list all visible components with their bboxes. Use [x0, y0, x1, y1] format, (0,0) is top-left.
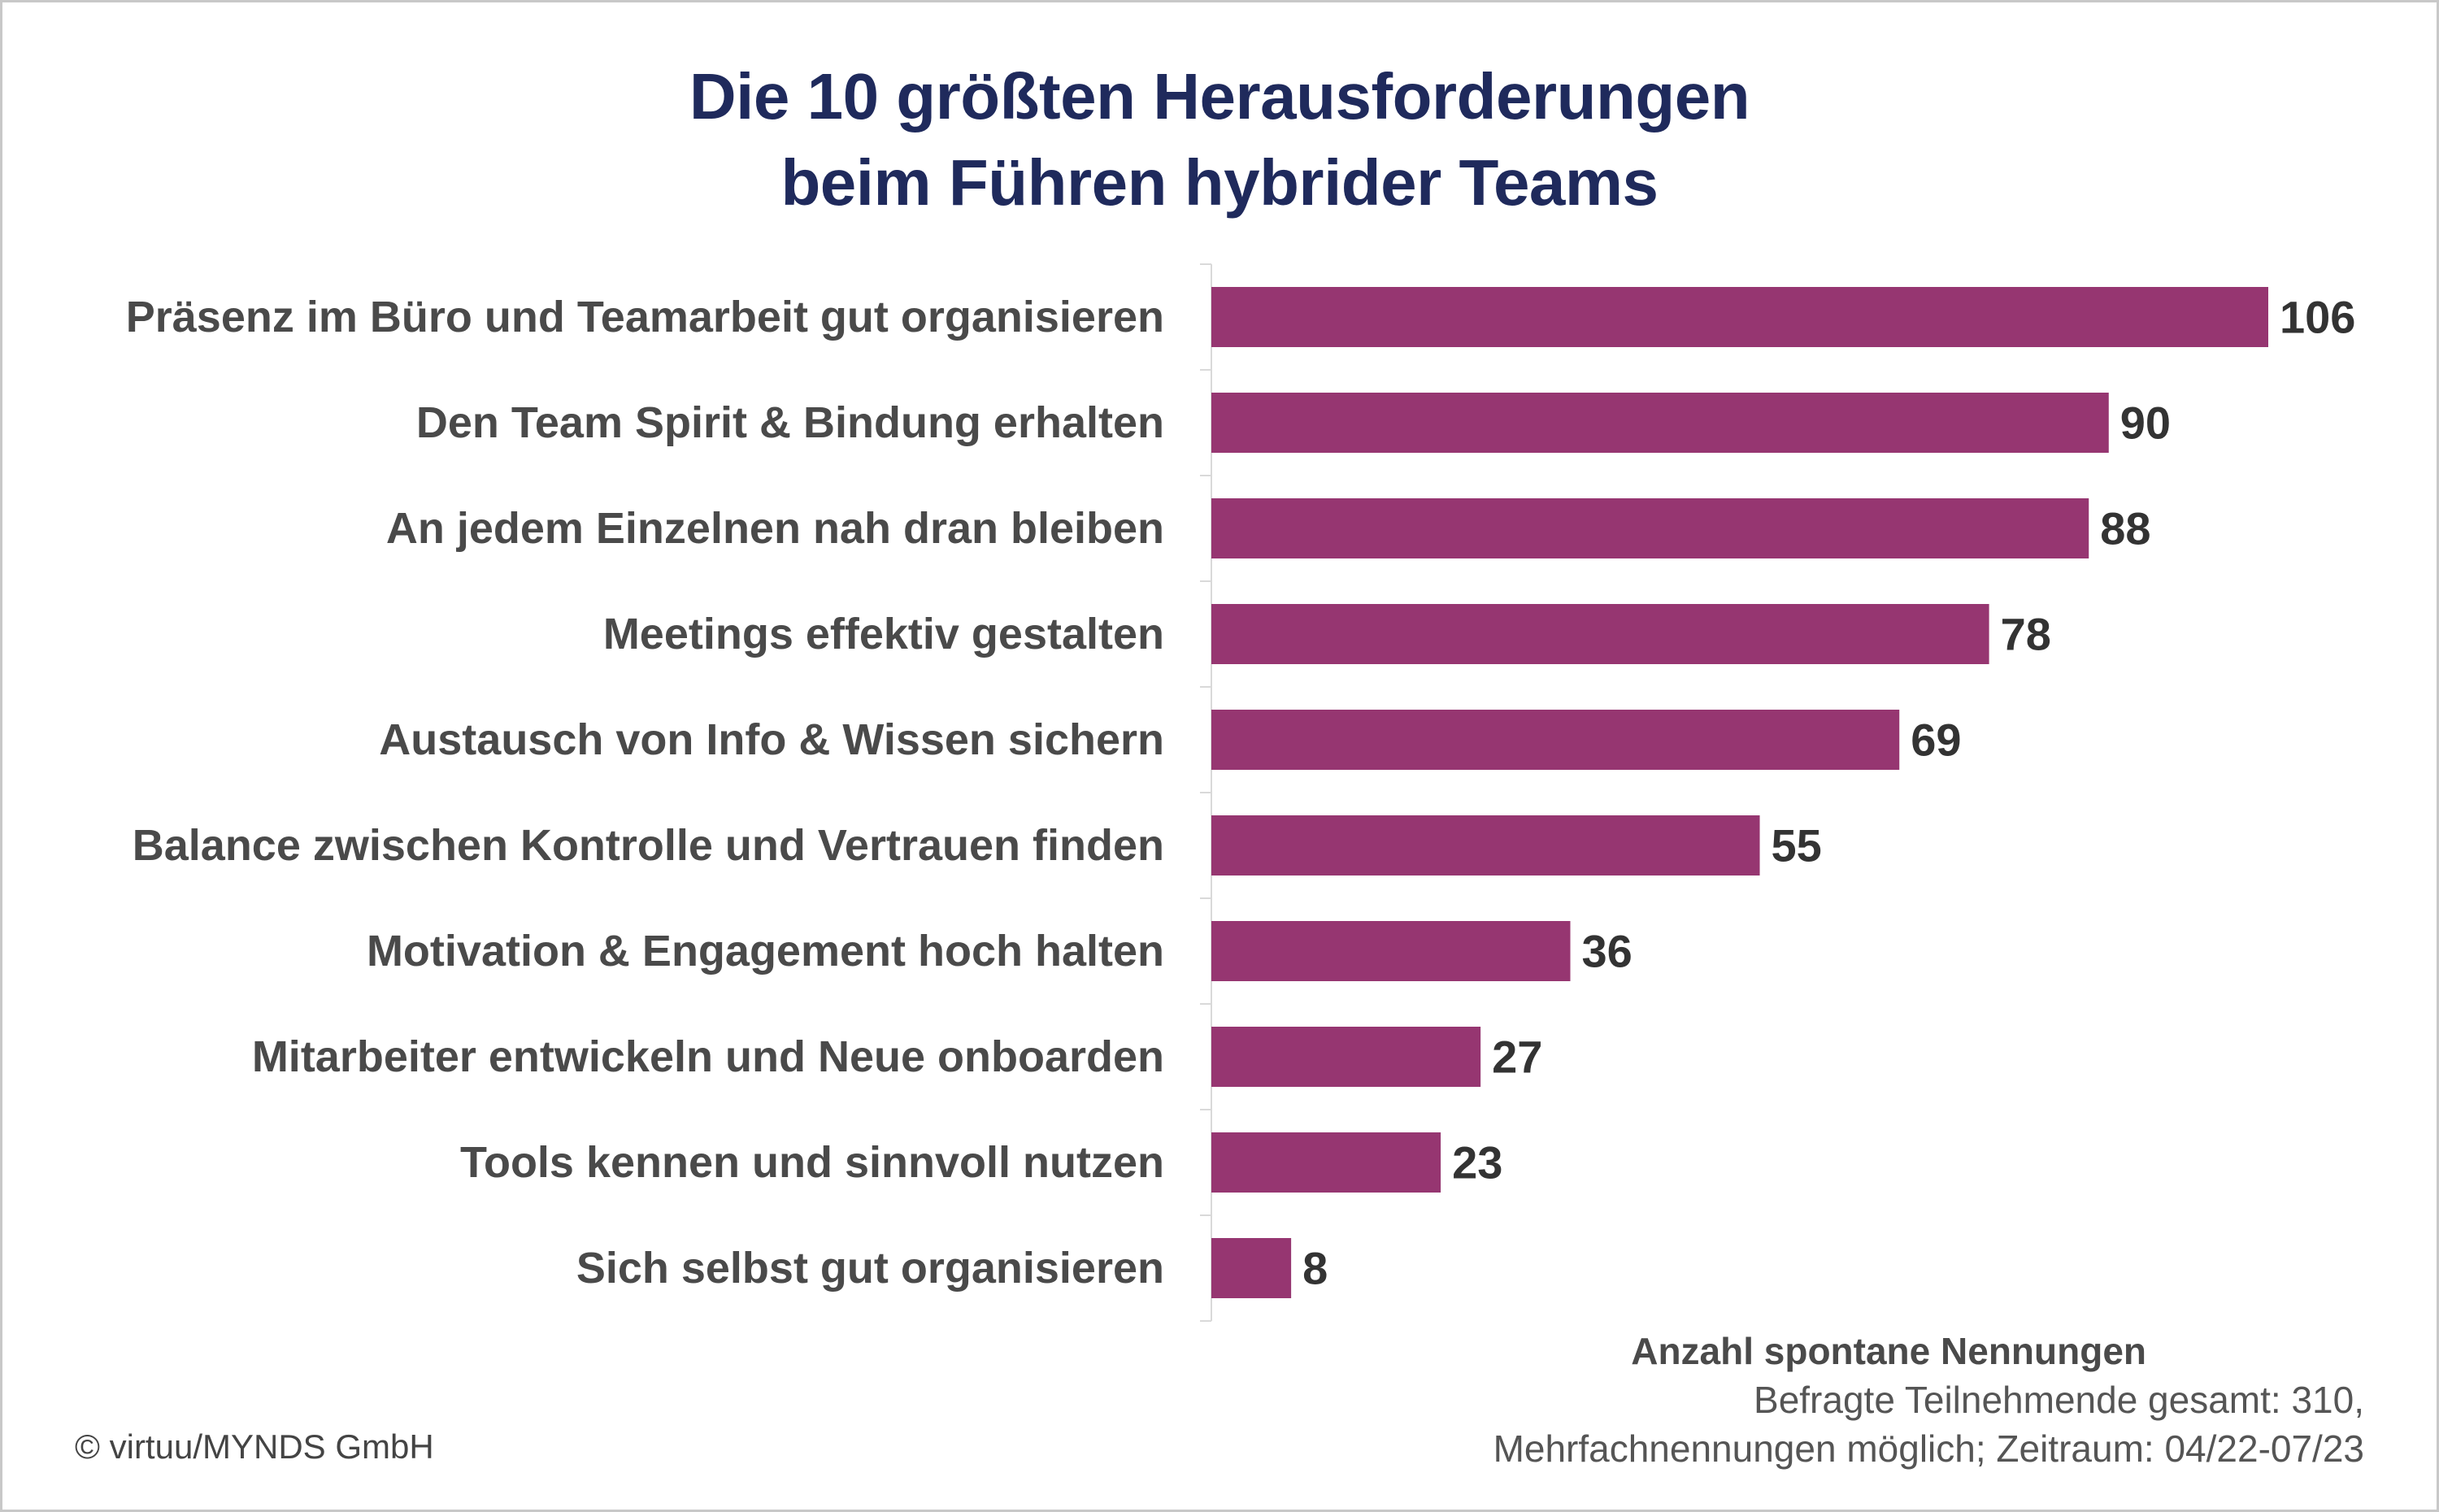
bar — [1211, 1238, 1292, 1298]
category-label: Meetings effektiv gestalten — [603, 610, 1164, 658]
bar — [1211, 393, 2109, 453]
category-label: Mitarbeiter entwickeln und Neue onboarde… — [252, 1032, 1164, 1081]
category-label: Den Team Spirit & Bindung erhalten — [416, 398, 1164, 447]
data-label: 78 — [2001, 609, 2051, 660]
data-label: 23 — [1452, 1137, 1502, 1188]
chart-title-line-1: Die 10 größten Herausforderungen — [689, 60, 1750, 133]
category-label: Tools kennen und sinnvoll nutzen — [460, 1138, 1164, 1187]
bar — [1211, 604, 1989, 664]
chart-title-line-2: beim Führen hybrider Teams — [780, 146, 1659, 219]
bar — [1211, 921, 1571, 981]
data-label: 90 — [2120, 398, 2171, 449]
footnote-line-2: Mehrfachnennungen möglich; Zeitraum: 04/… — [1493, 1427, 2364, 1470]
bar — [1211, 287, 2268, 347]
footnote-line-1: Befragte Teilnehmende gesamt: 310, — [1754, 1379, 2364, 1421]
category-label: Motivation & Engagement hoch halten — [367, 927, 1164, 975]
footnote: Anzahl spontane Nennungen Befragte Teiln… — [1493, 1327, 2364, 1473]
category-label: Sich selbst gut organisieren — [576, 1244, 1164, 1293]
bar — [1211, 498, 2089, 558]
category-label: Balance zwischen Kontrolle und Vertrauen… — [133, 821, 1164, 870]
bar — [1211, 1027, 1481, 1087]
bar — [1211, 1132, 1441, 1193]
bar — [1211, 815, 1760, 875]
data-label: 55 — [1772, 820, 1822, 871]
data-label: 88 — [2100, 503, 2150, 554]
chart-title: Die 10 größten Herausforderungen beim Fü… — [0, 54, 2439, 226]
category-label: An jedem Einzelnen nah dran bleiben — [386, 504, 1164, 553]
category-label: Austausch von Info & Wissen sichern — [379, 715, 1164, 764]
bar — [1211, 710, 1900, 770]
data-label: 106 — [2280, 292, 2355, 343]
data-label: 27 — [1492, 1032, 1542, 1083]
data-label: 36 — [1582, 926, 1633, 977]
data-label: 69 — [1911, 715, 1961, 766]
copyright-notice: © virtuu/MYNDS GmbH — [75, 1427, 434, 1466]
category-label: Präsenz im Büro und Teamarbeit gut organ… — [126, 293, 1164, 341]
data-label: 8 — [1302, 1243, 1328, 1294]
footnote-heading: Anzahl spontane Nennungen — [1631, 1330, 2146, 1372]
